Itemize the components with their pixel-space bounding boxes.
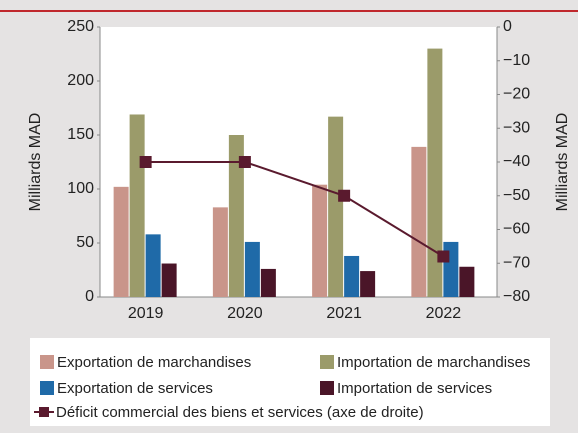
bar [443,241,459,297]
x-tick-label: 2020 [227,305,263,322]
bar [427,48,443,297]
y2-tick-label: −70 [503,254,530,271]
bar [129,114,145,297]
legend-label: Importation de marchandises [337,354,530,371]
y-tick-label: 200 [67,72,94,89]
y-tick-label: 0 [85,288,94,305]
y2-tick-label: −20 [503,86,530,103]
legend-swatch [320,355,334,369]
y-tick-label: 150 [67,126,94,143]
line-marker [338,189,351,202]
y2-tick-label: −40 [503,153,530,170]
bar [161,263,177,297]
y2-tick-label: −10 [503,52,530,69]
bar [212,207,228,297]
y-tick-label: 100 [67,180,94,197]
y-tick-label: 250 [67,18,94,35]
bar [244,241,260,297]
line-marker [238,156,251,168]
bar [344,255,360,297]
y2-tick-label: −30 [503,119,530,136]
bar [411,146,427,297]
line-marker [139,156,152,168]
legend-swatch [40,355,54,369]
x-tick-label: 2022 [426,305,462,322]
y2-tick-label: 0 [503,18,512,35]
legend-label: Importation de services [337,380,492,397]
y-axis-label: Milliards MAD [27,113,44,212]
legend-box [30,338,550,426]
bar [113,186,129,297]
y-tick-label: 50 [76,234,94,251]
bar [260,268,276,297]
x-tick-label: 2019 [128,305,164,322]
y2-axis-label: Milliards MAD [554,113,571,212]
line-series [145,161,444,258]
legend-marker [39,407,49,417]
x-tick-label: 2021 [326,305,362,322]
legend-label: Exportation de services [57,380,213,397]
y2-tick-label: −80 [503,288,530,305]
legend-swatch [40,381,54,395]
bar [145,234,161,297]
line-marker [437,250,450,263]
bar [328,116,344,297]
legend-label: Déficit commercial des biens et services… [56,404,424,421]
bar [360,271,376,297]
legend-label: Exportation de marchandises [57,354,251,371]
bar [312,184,328,297]
legend-swatch [320,381,334,395]
bar [228,135,244,297]
y2-tick-label: −60 [503,221,530,238]
bar [459,266,475,297]
y2-tick-label: −50 [503,187,530,204]
